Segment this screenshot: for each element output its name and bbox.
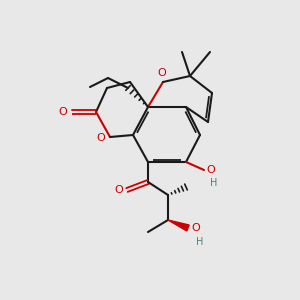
Text: H: H (196, 237, 203, 247)
Polygon shape (168, 220, 189, 231)
Text: O: O (96, 133, 105, 143)
Text: O: O (191, 223, 200, 233)
Text: O: O (206, 165, 215, 175)
Text: O: O (158, 68, 166, 78)
Text: O: O (58, 107, 67, 117)
Text: O: O (114, 185, 123, 195)
Text: H: H (210, 178, 218, 188)
